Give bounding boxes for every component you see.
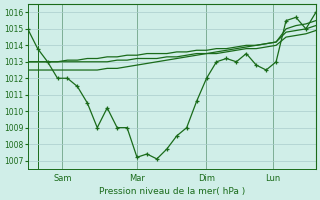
X-axis label: Pression niveau de la mer( hPa ): Pression niveau de la mer( hPa ) bbox=[99, 187, 245, 196]
